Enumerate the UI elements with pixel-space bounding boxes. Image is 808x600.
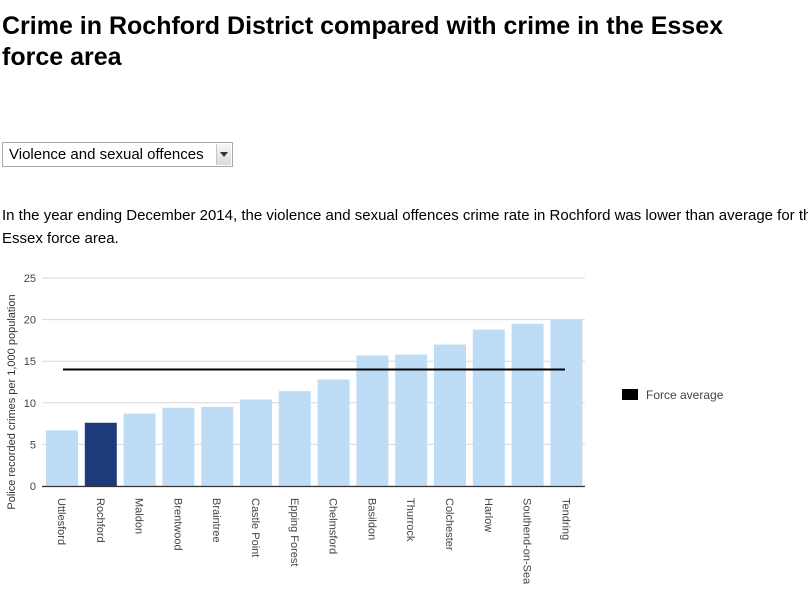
summary-line-2: Essex force area. [2, 230, 119, 247]
bar-maldon [123, 413, 156, 486]
x-tick-label: Braintree [210, 498, 222, 543]
page-title: Crime in Rochford District compared with… [2, 11, 808, 73]
bar-uttlesford [46, 430, 78, 486]
y-tick-label: 10 [24, 398, 36, 410]
bar-epping-forest [278, 391, 311, 486]
x-tick-label: Rochford [94, 498, 106, 543]
y-tick-label: 15 [24, 356, 36, 368]
bar-colchester [434, 344, 466, 486]
bar-castle-point [240, 399, 272, 486]
x-tick-label: Epping Forest [288, 498, 300, 566]
x-tick-label: Colchester [443, 498, 455, 551]
x-tick-label: Chelmsford [327, 498, 339, 554]
summary-text: In the year ending December 2014, the vi… [2, 204, 808, 250]
y-axis-label: Police recorded crimes per 1,000 populat… [6, 294, 18, 509]
bar-tendring [550, 319, 583, 486]
x-tick-label: Southend-on-Sea [521, 498, 533, 585]
x-tick-label: Maldon [133, 498, 145, 534]
page-title-line-2: force area [2, 43, 122, 71]
legend-swatch [622, 389, 638, 400]
y-tick-label: 0 [30, 481, 36, 493]
legend-label: Force average [646, 388, 724, 402]
bar-basildon [356, 355, 389, 486]
bar-rochford [84, 422, 117, 486]
chevron-down-icon[interactable] [216, 144, 231, 165]
bar-southend-on-sea [511, 323, 544, 486]
x-tick-label: Thurrock [404, 498, 416, 542]
x-tick-label: Brentwood [171, 498, 183, 551]
bar-harlow [472, 329, 505, 486]
bar-brentwood [162, 407, 195, 486]
y-tick-label: 25 [24, 273, 36, 285]
summary-line-1: In the year ending December 2014, the vi… [2, 207, 808, 224]
page-title-line-1: Crime in Rochford District compared with… [2, 12, 724, 40]
bar-thurrock [395, 354, 428, 486]
y-tick-label: 20 [24, 315, 36, 327]
x-tick-label: Basildon [365, 498, 377, 540]
bar-chelmsford [317, 379, 350, 486]
crime-rate-chart: 0 5 10 15 20 25 Police recorded crimes per 1,0… [6, 273, 724, 585]
bar-braintree [201, 406, 234, 486]
x-tick-label: Uttlesford [55, 498, 67, 545]
x-tick-label: Tendring [559, 498, 571, 540]
crime-type-select-value: Violence and sexual offences [9, 146, 204, 163]
crime-type-select[interactable]: Violence and sexual offences [2, 142, 233, 167]
x-tick-label: Castle Point [249, 498, 261, 557]
y-tick-label: 5 [30, 439, 36, 451]
x-tick-label: Harlow [482, 498, 494, 532]
